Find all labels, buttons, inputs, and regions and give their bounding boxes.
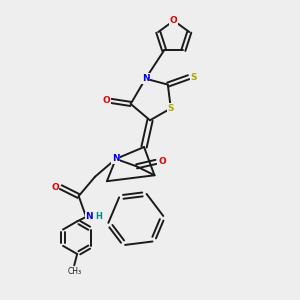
Text: N: N bbox=[85, 212, 93, 221]
Text: N: N bbox=[142, 74, 149, 83]
Text: O: O bbox=[51, 183, 59, 192]
Text: O: O bbox=[102, 97, 110, 106]
Text: O: O bbox=[158, 158, 166, 166]
Text: S: S bbox=[168, 104, 174, 113]
Text: O: O bbox=[170, 16, 178, 25]
Text: S: S bbox=[191, 73, 197, 82]
Text: H: H bbox=[95, 212, 102, 221]
Text: CH₃: CH₃ bbox=[67, 267, 81, 276]
Text: N: N bbox=[112, 154, 120, 164]
